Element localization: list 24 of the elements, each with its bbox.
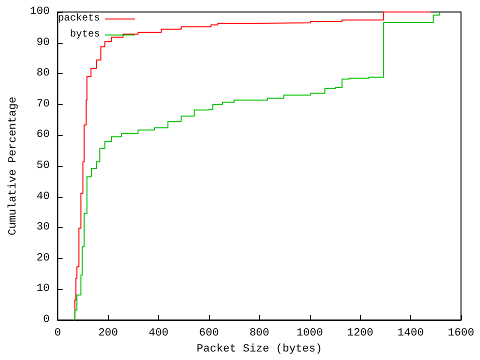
x-tick-label: 600 [199, 328, 219, 340]
x-tick-label: 1600 [448, 328, 474, 340]
y-tick-label: 70 [36, 98, 50, 110]
y-tick-label: 90 [36, 36, 50, 49]
y-tick-label: 10 [36, 283, 50, 296]
y-tick-label: 100 [30, 6, 50, 18]
x-tick-label: 1400 [397, 328, 424, 340]
x-tick-label: 1200 [346, 328, 374, 340]
x-tick-label: 800 [249, 328, 270, 340]
x-tick-label: 0 [54, 328, 62, 340]
legend-label: packets [58, 12, 100, 24]
y-tick-label: 40 [36, 190, 50, 203]
y-tick-label: 0 [43, 314, 50, 326]
x-tick-label: 1000 [296, 328, 323, 340]
x-tick-label: 400 [148, 328, 168, 340]
y-tick-label: 20 [36, 252, 50, 264]
y-tick-label: 60 [36, 129, 50, 142]
legend-label: bytes [70, 28, 100, 40]
x-axis-title: Packet Size (bytes) [196, 343, 322, 356]
y-tick-label: 50 [36, 160, 50, 172]
x-tick-label: 200 [98, 328, 118, 340]
y-tick-label: 80 [36, 68, 50, 80]
y-tick-label: 30 [36, 222, 50, 234]
y-axis-title: Cumulative Percentage [8, 96, 20, 236]
